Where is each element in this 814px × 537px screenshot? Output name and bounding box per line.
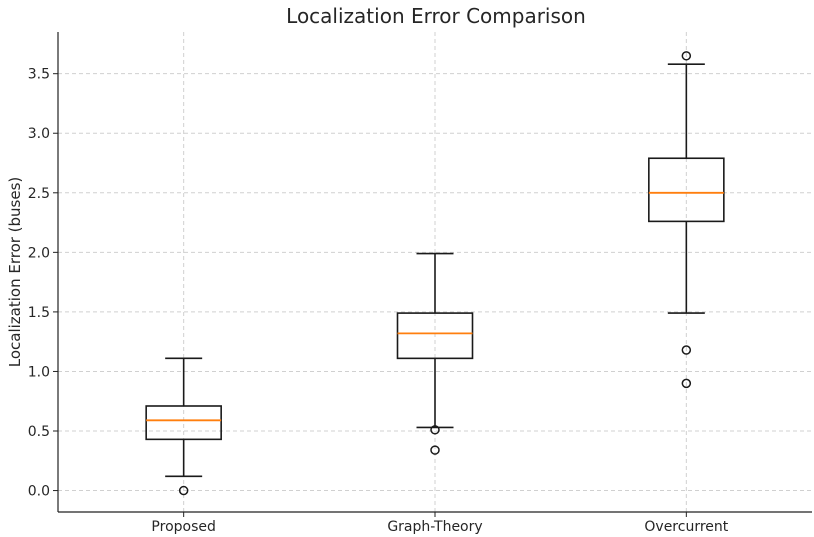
iqr-box <box>145 405 222 441</box>
outlier-point <box>178 485 189 496</box>
x-tick-label: Overcurrent <box>644 519 728 535</box>
outlier-point <box>681 378 692 389</box>
y-tick-label: 2.5 <box>28 186 50 202</box>
boxes <box>145 51 725 496</box>
y-tick-label: 1.5 <box>28 305 50 321</box>
y-tick-label: 3.5 <box>28 67 50 83</box>
x-axis-ticks: Proposed Graph-Theory Overcurrent <box>151 512 729 535</box>
outlier-point <box>430 445 440 455</box>
box-group-graph-theory <box>396 252 474 455</box>
y-tick-label: 3.0 <box>28 126 50 142</box>
outlier-point <box>430 425 440 435</box>
y-tick-label: 0.5 <box>28 424 50 440</box>
outlier-point <box>681 345 692 355</box>
y-axis-label: Localization Error (buses) <box>6 177 24 368</box>
x-tick-label: Proposed <box>151 519 215 535</box>
chart-title: Localization Error Comparison <box>286 4 586 28</box>
y-axis-ticks: 0.0 0.5 1.0 1.5 2.0 2.5 3.0 3.5 <box>28 67 58 500</box>
iqr-box <box>648 157 725 223</box>
outlier-point <box>681 51 692 61</box>
box-group-overcurrent <box>648 51 725 389</box>
y-tick-label: 2.0 <box>28 245 50 261</box>
iqr-box <box>396 312 474 360</box>
y-tick-label: 0.0 <box>28 484 50 500</box>
box-group-proposed <box>145 357 222 496</box>
y-tick-label: 1.0 <box>28 364 50 380</box>
x-tick-label: Graph-Theory <box>387 519 482 535</box>
